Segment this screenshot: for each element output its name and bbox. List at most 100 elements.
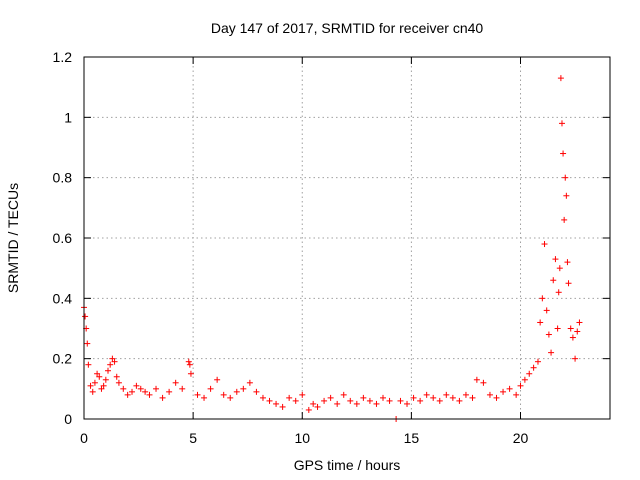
data-point — [179, 385, 186, 392]
grid — [84, 57, 610, 419]
data-point — [486, 391, 493, 398]
data-point — [142, 388, 149, 395]
x-axis-label: GPS time / hours — [294, 457, 401, 473]
data-point — [561, 216, 568, 223]
data-point — [266, 397, 273, 404]
data-point — [537, 319, 544, 326]
data-point — [469, 394, 476, 401]
data-point — [506, 385, 513, 392]
data-point — [569, 334, 576, 341]
x-tick-label: 10 — [294, 430, 310, 446]
data-point — [273, 400, 280, 407]
data-point — [314, 403, 321, 410]
data-point — [124, 391, 131, 398]
axes: 0 5 10 15 20 0 0.2 0.4 0.6 0.8 1 1.2 — [53, 49, 611, 446]
data-point — [443, 391, 450, 398]
data-point — [91, 379, 98, 386]
data-point — [410, 394, 417, 401]
data-point — [107, 361, 114, 368]
data-point — [109, 355, 116, 362]
data-point — [299, 391, 306, 398]
data-point — [186, 361, 193, 368]
data-point — [563, 192, 570, 199]
data-point — [113, 373, 120, 380]
data-point — [543, 307, 550, 314]
data-point — [517, 382, 524, 389]
data-point — [240, 385, 247, 392]
data-point — [82, 313, 89, 320]
data-point — [567, 325, 574, 332]
data-point — [286, 394, 293, 401]
data-point — [534, 358, 541, 365]
data-point — [115, 379, 122, 386]
data-point — [347, 397, 354, 404]
data-point — [353, 400, 360, 407]
data-point — [105, 367, 112, 374]
data-point — [233, 388, 240, 395]
data-point — [120, 385, 127, 392]
x-tick-label: 20 — [513, 430, 529, 446]
data-point — [146, 391, 153, 398]
data-point — [111, 358, 118, 365]
y-tick-label: 0.4 — [53, 290, 73, 306]
data-point — [555, 289, 562, 296]
data-point — [386, 397, 393, 404]
data-point — [185, 358, 192, 365]
data-points — [81, 75, 583, 422]
data-point — [564, 259, 571, 266]
y-tick-label: 0 — [64, 411, 72, 427]
data-point — [493, 394, 500, 401]
data-point — [194, 391, 201, 398]
data-point — [572, 355, 579, 362]
data-point — [201, 394, 208, 401]
data-point — [558, 120, 565, 127]
data-point — [100, 382, 107, 389]
data-point — [153, 385, 160, 392]
y-tick-label: 0.6 — [53, 230, 73, 246]
data-point — [565, 280, 572, 287]
data-point — [576, 319, 583, 326]
data-point — [87, 382, 94, 389]
data-point — [521, 376, 528, 383]
data-point — [560, 150, 567, 157]
data-point — [334, 400, 341, 407]
data-point — [373, 400, 380, 407]
plot-frame — [83, 56, 611, 420]
data-point — [404, 400, 411, 407]
data-point — [305, 406, 312, 413]
data-point — [129, 388, 136, 395]
data-point — [227, 394, 234, 401]
data-point — [102, 376, 109, 383]
data-point — [430, 394, 437, 401]
data-point — [550, 277, 557, 284]
data-point — [462, 391, 469, 398]
data-point — [473, 376, 480, 383]
y-tick-label: 0.8 — [53, 170, 73, 186]
data-point — [554, 325, 561, 332]
data-point — [449, 394, 456, 401]
y-axis-label: SRMTID / TECUs — [5, 183, 21, 293]
data-point — [96, 373, 103, 380]
data-point — [259, 394, 266, 401]
data-point — [89, 388, 96, 395]
data-point — [552, 256, 559, 263]
data-point — [279, 403, 286, 410]
data-point — [321, 397, 328, 404]
data-point — [500, 388, 507, 395]
data-point — [539, 295, 546, 302]
data-point — [310, 400, 317, 407]
data-point — [562, 174, 569, 181]
data-point — [94, 370, 101, 377]
x-tick-label: 5 — [189, 430, 197, 446]
y-tick-label: 1 — [64, 109, 72, 125]
data-point — [172, 379, 179, 386]
data-point — [220, 391, 227, 398]
data-point — [480, 379, 487, 386]
data-point — [327, 394, 334, 401]
data-point — [456, 397, 463, 404]
data-point — [556, 265, 563, 272]
data-point — [159, 394, 166, 401]
x-tick-label: 15 — [404, 430, 420, 446]
data-point — [436, 397, 443, 404]
